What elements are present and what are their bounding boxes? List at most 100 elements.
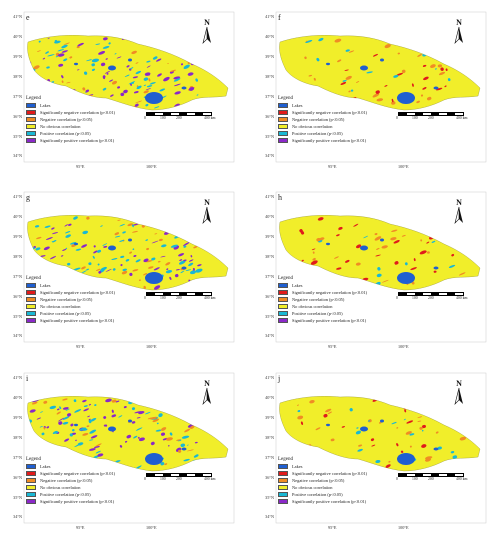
legend-swatch [278,318,288,323]
correlation-patch [311,271,319,274]
lake [145,92,163,104]
correlation-patch [316,57,320,62]
correlation-patch [170,69,177,73]
correlation-patch [461,279,465,282]
correlation-patch [76,69,80,71]
legend-label: No obvious correlation [292,124,333,129]
correlation-patch [355,244,362,249]
correlation-patch [67,413,72,417]
legend-item: Negative correlation (p<0.05) [278,477,428,484]
correlation-patch [436,87,443,91]
correlation-patch [158,413,163,418]
longitude-label: 95°E [76,344,85,349]
correlation-patch [419,250,427,255]
correlation-patch [86,216,90,220]
panel-label: j [278,374,281,383]
correlation-patch [404,409,407,413]
correlation-patch [82,87,86,91]
correlation-patch [70,242,77,245]
correlation-patch [61,50,68,53]
lake [326,242,330,246]
legend-swatch [26,290,36,295]
correlation-patch [301,259,304,262]
correlation-patch [29,449,36,454]
correlation-patch [462,229,465,231]
correlation-patch [117,219,121,221]
correlation-patch [164,463,168,466]
correlation-patch [57,417,65,422]
correlation-patch [85,89,90,93]
correlation-patch [423,76,429,81]
correlation-patch [185,269,192,271]
latitude-label: 40°N [13,395,22,400]
legend-item: Lakes [26,282,176,289]
latitude-label: 41°N [13,194,22,199]
legend-swatch [26,110,36,115]
correlation-patch [430,64,436,69]
correlation-patch [338,226,343,230]
latitude-label: 38°N [13,254,22,259]
latitude-label: 39°N [13,234,22,239]
legend-swatch [278,311,288,316]
correlation-patch [178,253,185,257]
latitude-label: 39°N [265,234,274,239]
correlation-patch [168,445,170,447]
correlation-patch [400,450,404,454]
correlation-map [275,11,487,163]
correlation-patch [32,77,36,80]
correlation-patch [390,237,397,241]
correlation-patch [175,268,180,271]
correlation-patch [454,409,458,413]
correlation-patch [451,224,457,229]
correlation-patch [67,262,71,266]
correlation-patch [337,59,342,63]
correlation-patch [363,235,369,239]
legend-swatch [278,110,288,115]
legend-item: Negative correlation (p<0.05) [278,296,428,303]
legend-label: Lakes [292,103,303,108]
correlation-patch [318,37,324,42]
map-panel-i: i 41°N 40°N 39°N 38°N 37°N 36°N 35°N 34°N 95°E 100… [6,365,240,535]
lake [433,86,439,90]
correlation-patch [167,62,169,64]
correlation-patch [57,49,65,52]
correlation-patch [192,267,195,271]
correlation-patch [129,251,133,254]
correlation-patch [381,245,388,249]
correlation-patch [356,427,359,429]
correlation-patch [305,40,313,43]
latitude-label: 37°N [13,455,22,460]
correlation-patch [160,462,165,466]
correlation-patch [185,410,191,414]
correlation-patch [459,426,463,430]
latitude-label: 40°N [265,34,274,39]
correlation-patch [88,448,96,451]
lake [380,58,384,62]
legend-title: Legend [26,276,41,281]
correlation-patch [353,223,359,227]
latitude-label: 35°N [265,134,274,139]
correlation-patch [135,62,139,64]
legend-swatch [26,124,36,129]
correlation-patch [145,39,149,41]
correlation-patch [190,403,196,408]
correlation-patch [149,220,153,224]
scale-label: 100 [412,116,418,120]
correlation-patch [344,69,349,71]
legend-item: Negative correlation (p<0.05) [26,116,176,123]
correlation-patch [60,88,66,92]
correlation-patch [63,58,68,62]
correlation-patch [424,458,432,462]
correlation-patch [179,259,183,261]
latitude-label: 38°N [265,435,274,440]
north-arrow-icon: N [452,379,466,405]
correlation-patch [195,224,198,228]
correlation-patch [421,444,427,448]
north-arrow-icon: N [200,198,214,224]
legend-item: No obvious correlation [26,123,176,130]
correlation-patch [152,56,158,60]
latitude-label: 38°N [13,74,22,79]
correlation-patch [143,77,149,81]
correlation-patch [69,433,73,437]
correlation-patch [33,65,40,70]
